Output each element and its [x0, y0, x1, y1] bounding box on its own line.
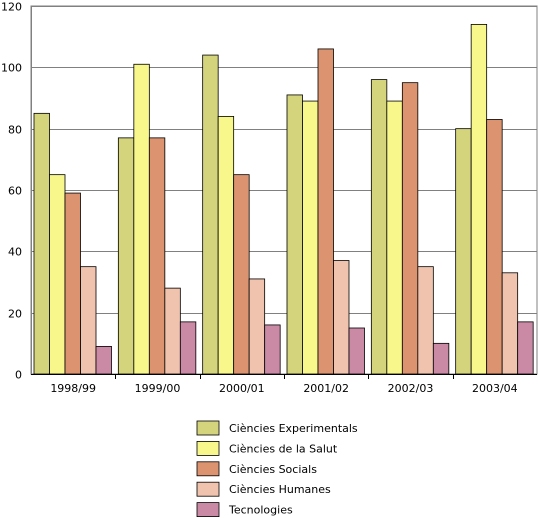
gridlines	[30, 5, 538, 375]
bar-5-6	[517, 321, 534, 375]
legend-label-3: Ciències Socials	[229, 463, 317, 476]
x-tick-label: 2001/02	[303, 382, 349, 395]
y-tick-label: 100	[1, 62, 22, 75]
bar-2-3	[217, 116, 235, 375]
legend-label-4: Ciències Humanes	[229, 483, 331, 496]
bar-3-1	[64, 192, 81, 375]
legend-swatch-4	[196, 481, 220, 497]
bar-5-4	[348, 327, 365, 375]
legend-swatch-1	[196, 420, 220, 436]
bar-3-5	[401, 82, 419, 375]
bar-4-4	[333, 260, 350, 375]
bar-2-5	[386, 100, 403, 375]
bar-4-6	[501, 272, 519, 375]
bar-5-5	[432, 342, 450, 375]
bar-1-4	[286, 94, 303, 375]
bar-1-3	[202, 54, 219, 375]
x-tick-label: 2002/03	[388, 382, 434, 395]
bar-2-1	[49, 174, 66, 375]
y-tick-label: 0	[15, 369, 22, 382]
bar-3-6	[486, 119, 503, 375]
bar-2-6	[470, 23, 488, 375]
bar-1-1	[33, 112, 50, 375]
bar-5-2	[179, 321, 197, 375]
bar-5-3	[264, 324, 281, 375]
y-tick-label: 80	[8, 124, 22, 137]
bars	[33, 23, 534, 375]
x-tick-label: 2000/01	[219, 382, 265, 395]
bar-4-3	[248, 278, 266, 375]
legend-label-1: Ciències Experimentals	[229, 422, 358, 435]
legend-swatch-5	[196, 502, 220, 518]
bar-3-4	[317, 48, 334, 375]
y-tick-label: 40	[8, 246, 22, 259]
x-tick-label: 2003/04	[472, 382, 518, 395]
bar-4-5	[417, 266, 434, 375]
bar-5-1	[95, 345, 112, 375]
legend: Ciències Experimentals Ciències de la Sal…	[196, 420, 358, 518]
y-tick-label: 60	[8, 185, 22, 198]
x-tick-label: 1998/99	[50, 382, 96, 395]
x-tick-label: 1999/00	[135, 382, 181, 395]
bar-4-1	[80, 266, 97, 375]
bar-1-6	[455, 128, 472, 375]
bar-3-3	[233, 174, 250, 375]
bar-1-5	[370, 79, 388, 375]
legend-swatch-3	[196, 461, 220, 477]
legend-swatch-2	[196, 440, 220, 456]
bar-2-4	[302, 100, 319, 375]
legend-label-2: Ciències de la Salut	[229, 442, 338, 455]
y-tick-label: 120	[1, 1, 22, 14]
bar-1-2	[117, 137, 135, 375]
y-tick-label: 20	[8, 308, 22, 321]
bar-3-2	[148, 137, 166, 375]
bar-2-2	[133, 63, 150, 375]
bar-4-2	[164, 287, 181, 375]
legend-label-5: Tecnologies	[228, 504, 293, 517]
axes: 0 20 40 60 80 100 120 1998/99 1999/00 2000/01 2001…	[1, 1, 537, 395]
